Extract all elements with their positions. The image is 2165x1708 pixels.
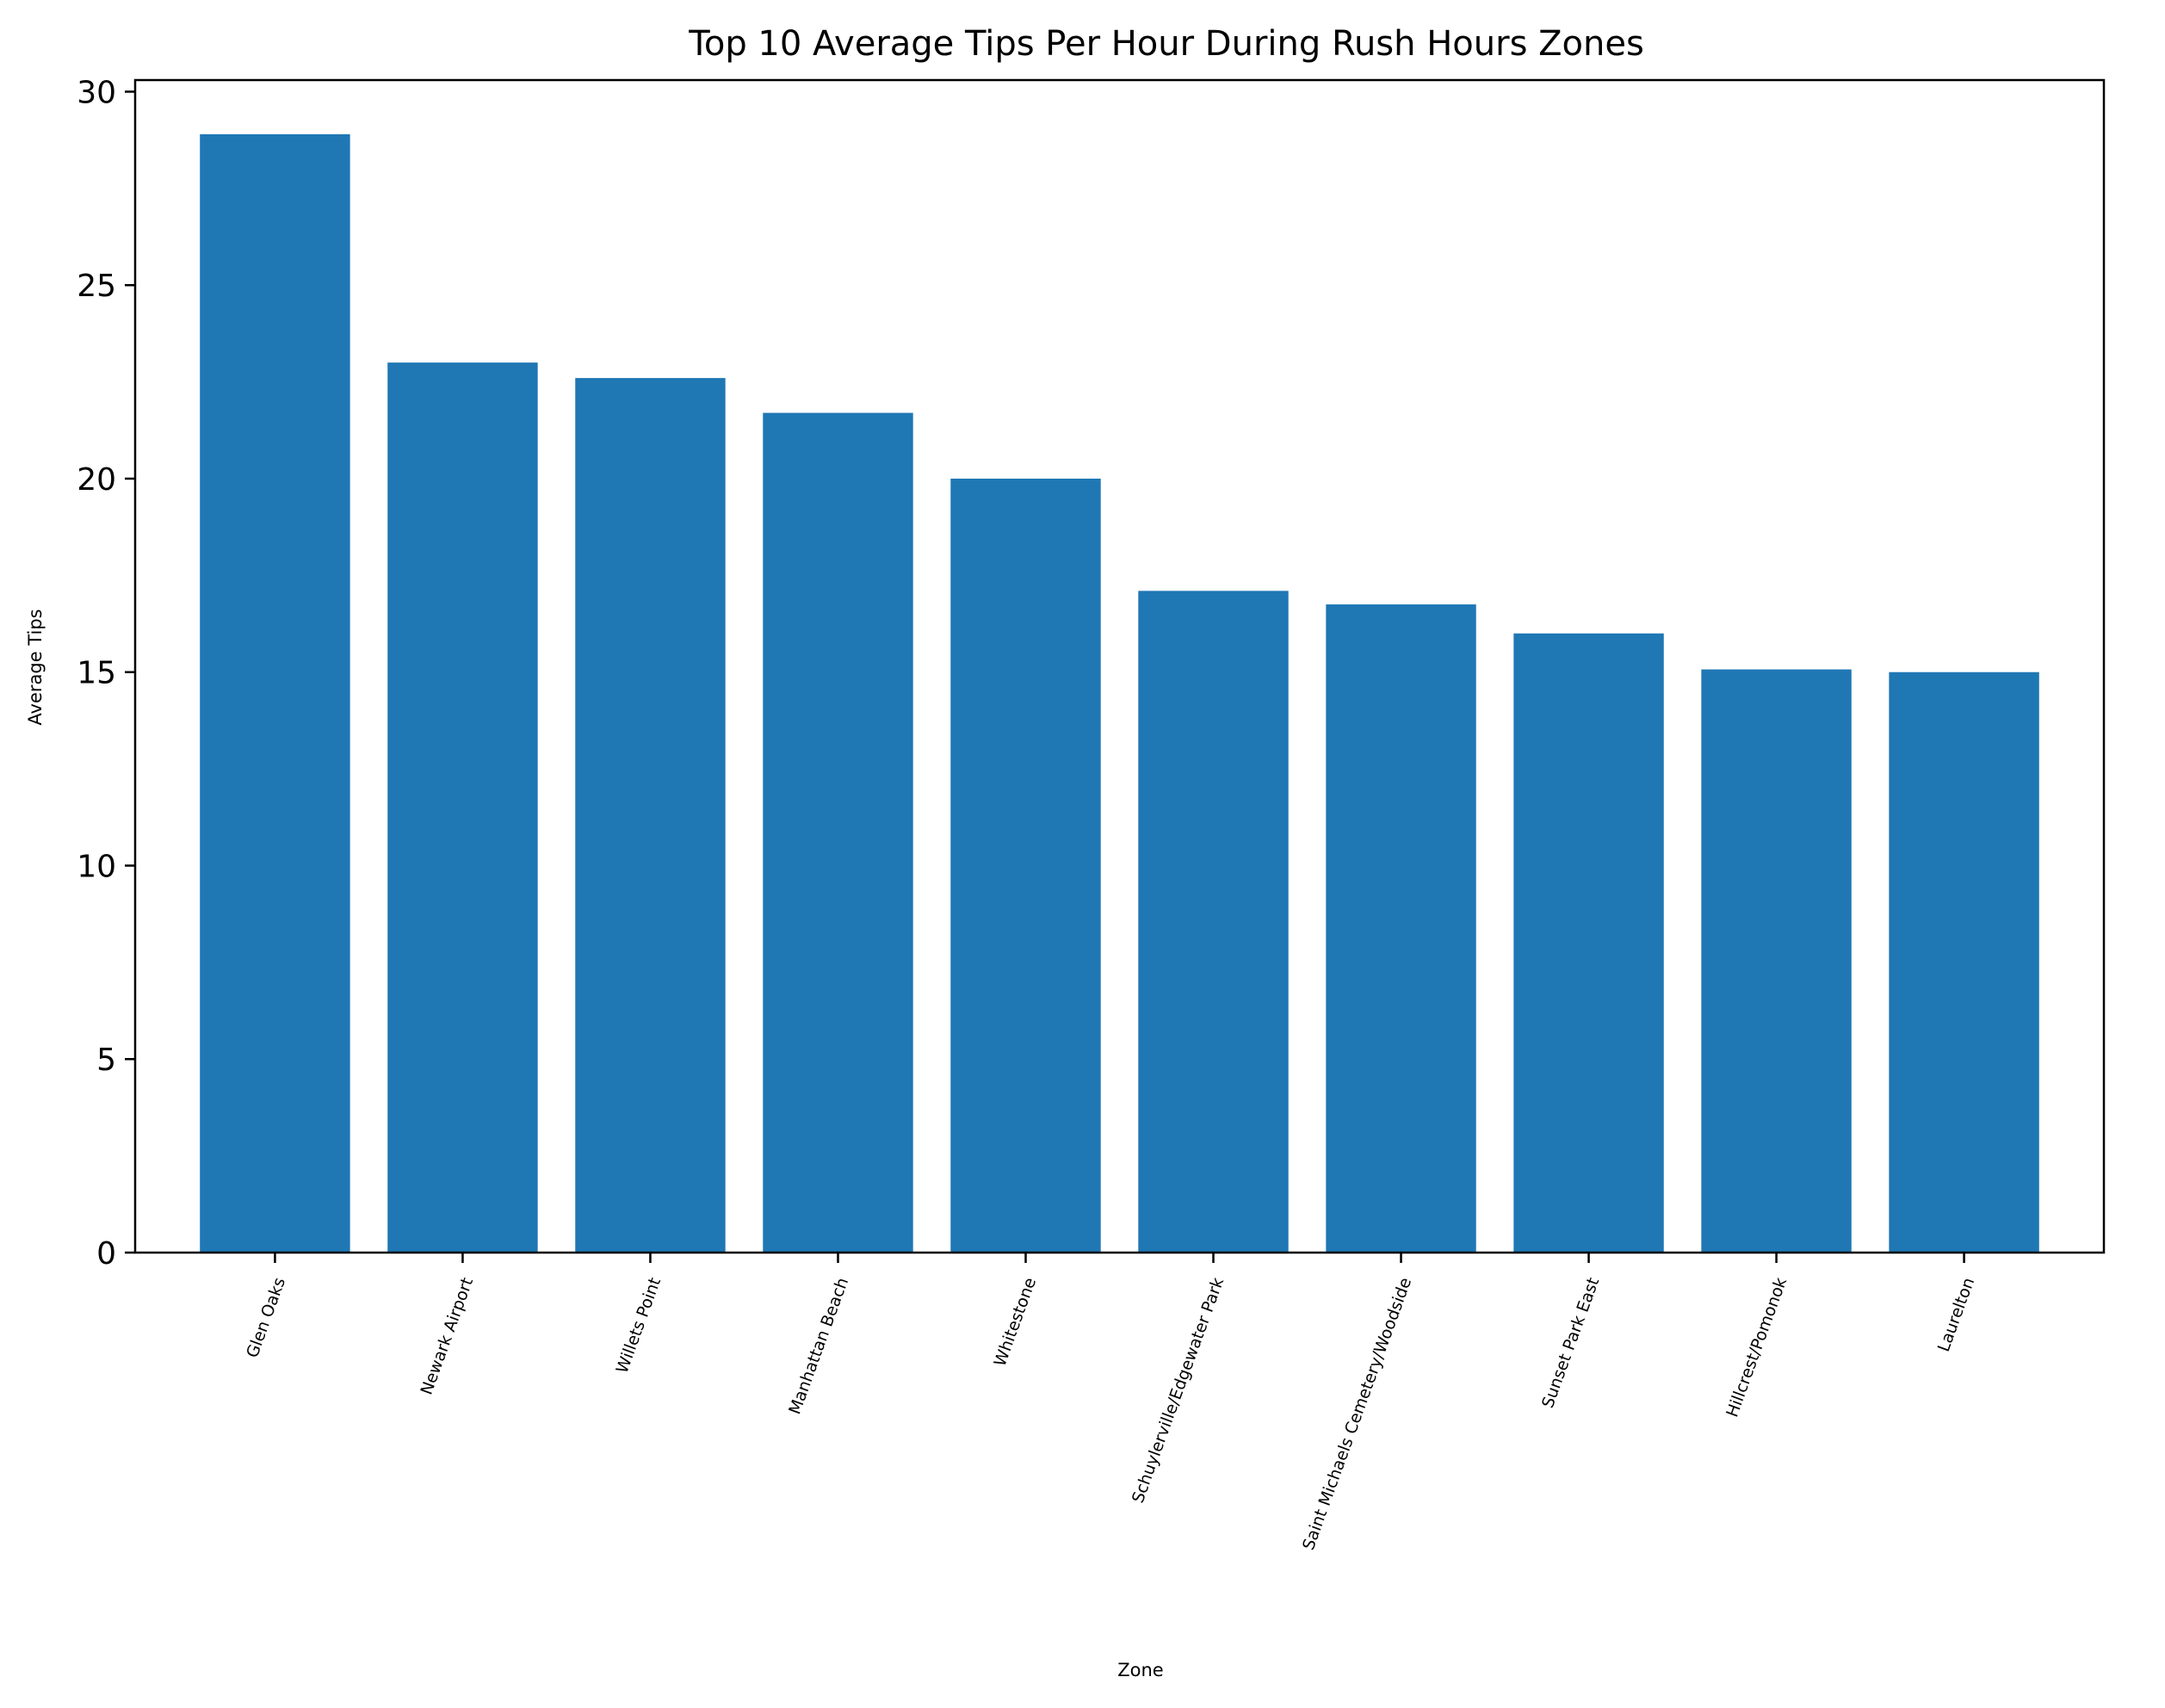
x-tick-label: Laurelton: [1934, 1275, 1978, 1354]
bar: [1701, 669, 1852, 1253]
x-tick-label: Hillcrest/Pomonok: [1723, 1275, 1791, 1420]
bar: [200, 133, 350, 1253]
y-axis-label: Average Tips: [25, 609, 46, 725]
x-tick-label: Glen Oaks: [243, 1275, 289, 1360]
plot-frame: [133, 78, 2106, 1254]
y-tick-label: 0: [96, 1236, 116, 1272]
bar: [1138, 591, 1289, 1253]
y-tick-label: 30: [77, 75, 116, 110]
x-tick-label: Saint Michaels Cemetery/Woodside: [1299, 1275, 1415, 1552]
x-tick-label: Schuylerville/Edgewater Park: [1129, 1275, 1228, 1506]
bar: [1513, 633, 1664, 1253]
x-tick-label: Willets Point: [613, 1275, 665, 1376]
chart-title: Top 10 Average Tips Per Hour During Rush…: [688, 24, 1644, 64]
y-tick-label: 5: [96, 1043, 116, 1078]
y-tick-label: 20: [77, 462, 116, 498]
x-tick-label: Whitestone: [991, 1275, 1041, 1369]
x-tick-label: Newark Airport: [418, 1275, 478, 1397]
bars-layer: [200, 133, 2039, 1253]
bar: [387, 362, 538, 1253]
y-tick-label: 10: [77, 849, 116, 884]
bar: [763, 412, 913, 1253]
y-tick-label: 15: [77, 656, 116, 691]
x-axis-label: Zone: [1117, 1660, 1163, 1680]
y-tick-label: 25: [77, 269, 116, 304]
x-tick-label: Sunset Park East: [1538, 1275, 1603, 1410]
x-tick-label: Manhattan Beach: [785, 1275, 852, 1417]
bar: [575, 378, 726, 1253]
bar: [950, 478, 1101, 1253]
bar: [1326, 604, 1476, 1253]
bar: [1889, 671, 2039, 1253]
